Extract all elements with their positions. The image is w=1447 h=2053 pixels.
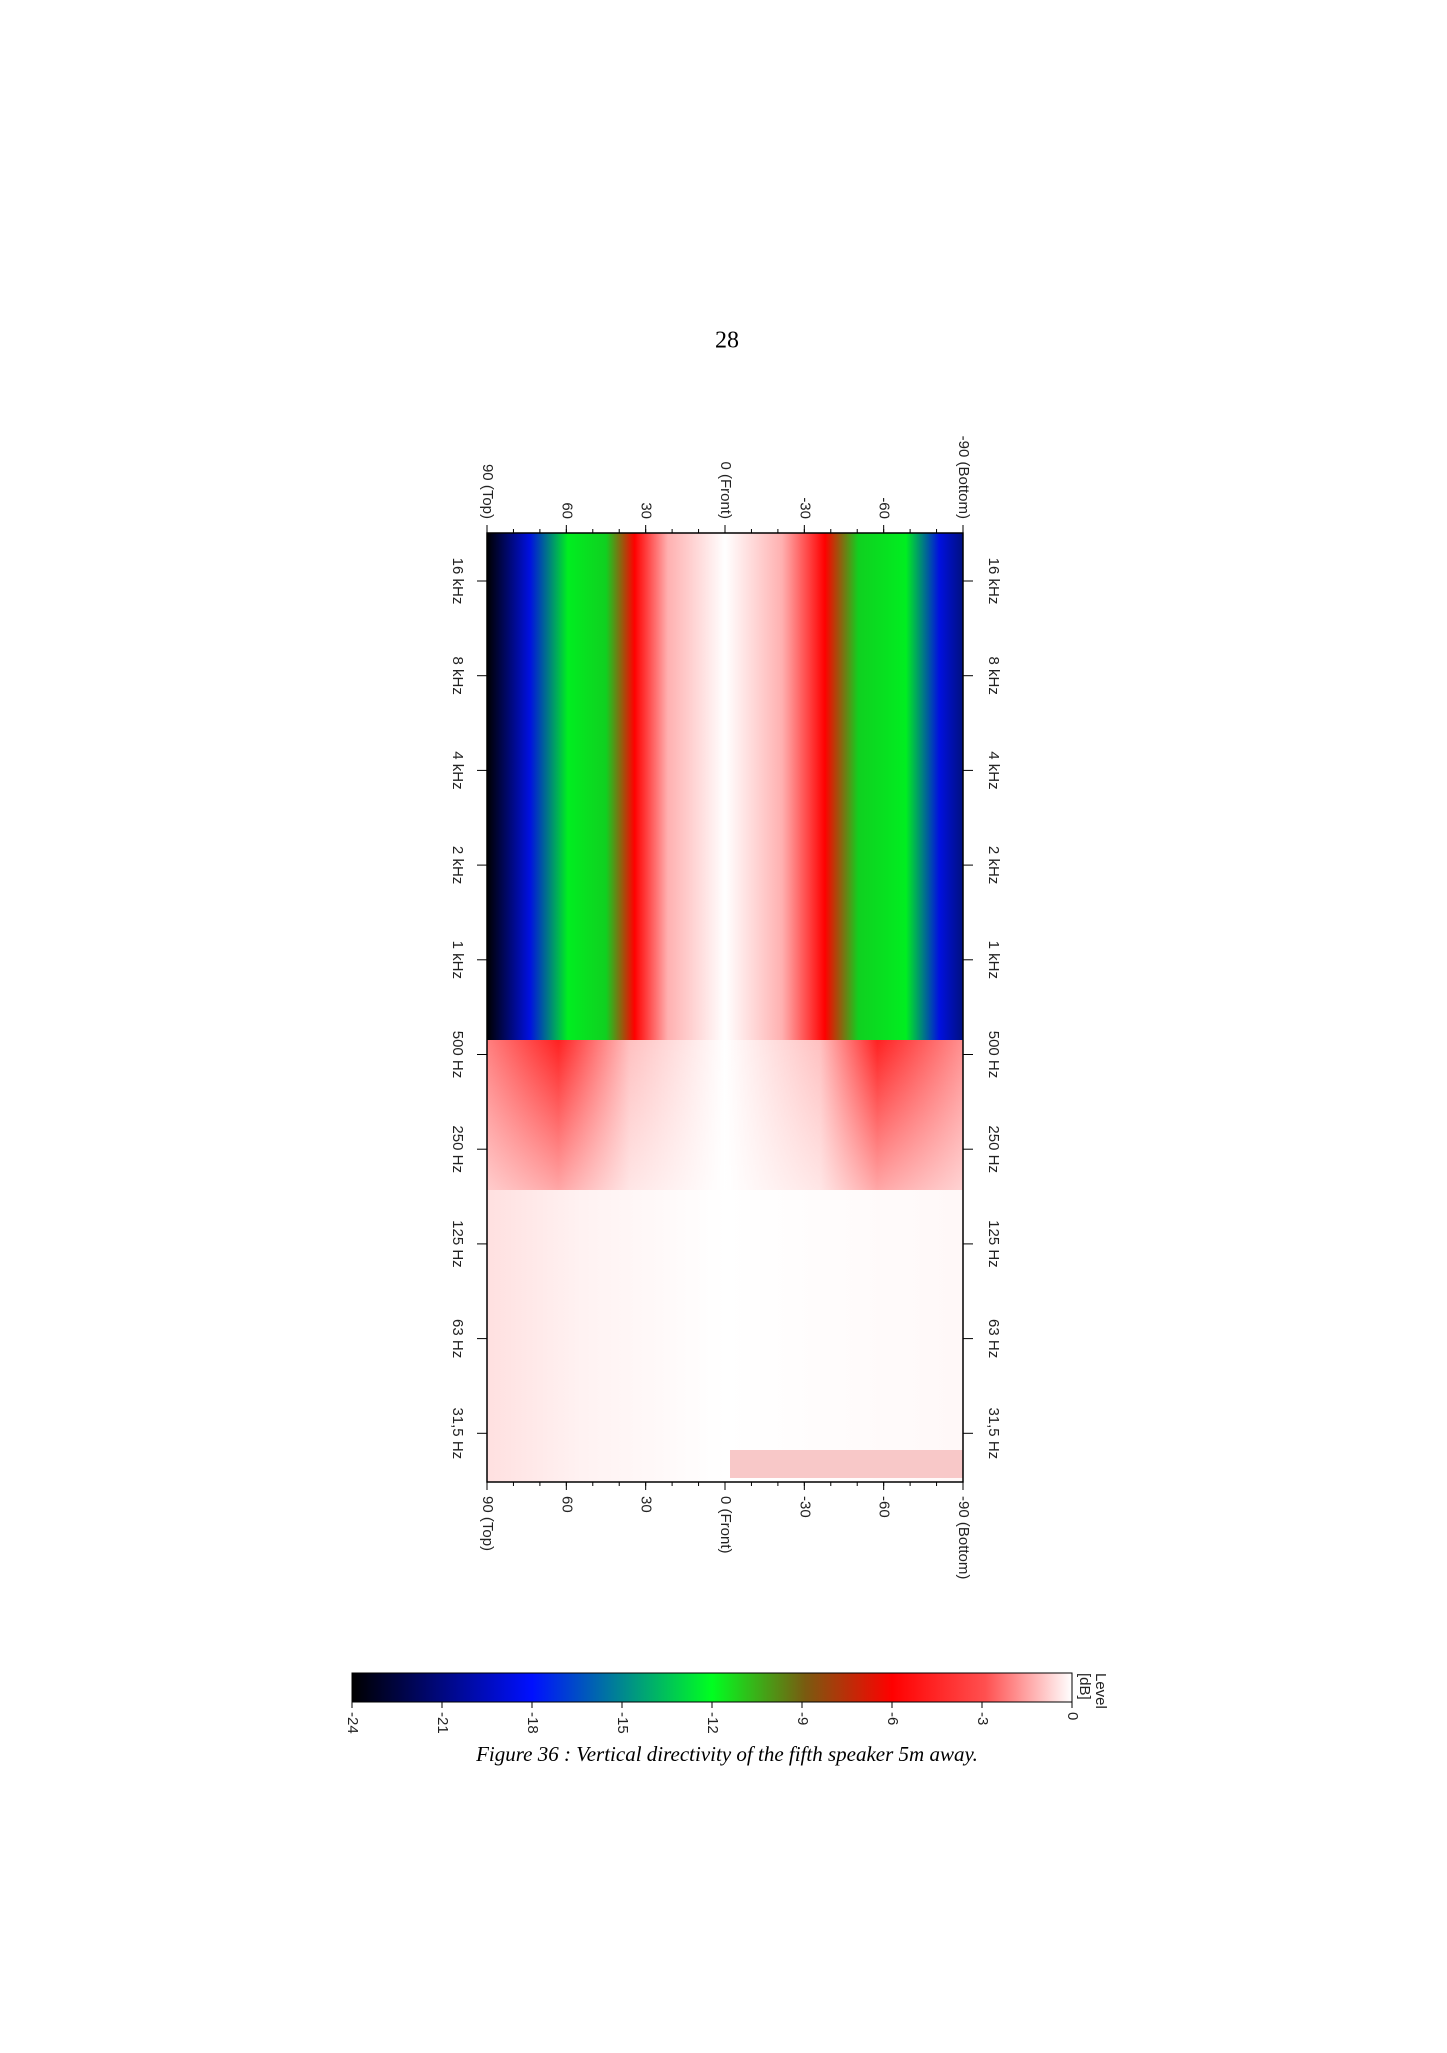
freq-label-right: 16 kHz — [985, 558, 1002, 605]
colorbar-tick-label: -24 — [344, 1712, 361, 1734]
freq-label-left: 125 Hz — [449, 1220, 466, 1268]
colorbar-tick-label: -12 — [704, 1712, 721, 1734]
freq-label-right: 4 kHz — [985, 751, 1002, 789]
freq-label-left: 31,5 Hz — [449, 1407, 466, 1459]
heat-strip — [730, 1450, 963, 1478]
colorbar-title: [dB] — [1076, 1673, 1093, 1700]
angle-label-bottom: -30 — [796, 1496, 813, 1518]
colorbar-tick-label: -21 — [434, 1712, 451, 1734]
caption: Figure 36 : Vertical directivity of the … — [475, 1742, 978, 1766]
heatmap — [486, 532, 964, 1483]
angle-label-top: -30 — [796, 497, 813, 519]
freq-label-right: 125 Hz — [985, 1220, 1002, 1268]
colorbar — [351, 1672, 1073, 1703]
heat-fade — [487, 1040, 963, 1190]
angle-label-top: 90 (Top) — [479, 464, 496, 519]
freq-label-left: 63 Hz — [449, 1319, 466, 1358]
colorbar-tick-label: -9 — [794, 1712, 811, 1725]
freq-label-right: 2 kHz — [985, 846, 1002, 884]
angle-label-top: -90 (Bottom) — [955, 436, 972, 519]
angle-label-top: 60 — [558, 502, 575, 519]
angle-label-bottom: -60 — [876, 1496, 893, 1518]
freq-label-right: 250 Hz — [985, 1125, 1002, 1173]
colorbar-tick-label: -6 — [884, 1712, 901, 1725]
freq-label-left: 2 kHz — [449, 846, 466, 884]
freq-label-right: 500 Hz — [985, 1031, 1002, 1079]
colorbar-title: Level — [1092, 1673, 1109, 1709]
freq-label-left: 1 kHz — [449, 941, 466, 979]
heat-low — [487, 1190, 963, 1482]
angle-label-bottom: 30 — [638, 1496, 655, 1513]
angle-label-bottom: -90 (Bottom) — [955, 1496, 972, 1579]
freq-label-left: 250 Hz — [449, 1125, 466, 1173]
colorbar-tick-label: -3 — [974, 1712, 991, 1725]
colorbar-scale — [351, 1672, 1073, 1703]
freq-label-right: 8 kHz — [985, 657, 1002, 695]
heat-high — [487, 533, 963, 1053]
freq-label-left: 8 kHz — [449, 657, 466, 695]
angle-label-bottom: 60 — [558, 1496, 575, 1513]
freq-label-right: 1 kHz — [985, 941, 1002, 979]
freq-label-left: 4 kHz — [449, 751, 466, 789]
colorbar-tick-label: -18 — [524, 1712, 541, 1734]
freq-label-left: 16 kHz — [449, 558, 466, 605]
colorbar-tick-label: 0 — [1064, 1712, 1081, 1720]
freq-label-right: 63 Hz — [985, 1319, 1002, 1358]
angle-label-bottom: 0 (Front) — [717, 1496, 734, 1554]
freq-label-right: 31,5 Hz — [985, 1407, 1002, 1459]
angle-label-bottom: 90 (Top) — [479, 1496, 496, 1551]
colorbar-tick-label: -15 — [614, 1712, 631, 1734]
freq-label-left: 500 Hz — [449, 1031, 466, 1079]
angle-label-top: -60 — [876, 497, 893, 519]
page-number: 28 — [715, 328, 739, 354]
angle-label-top: 0 (Front) — [717, 461, 734, 519]
angle-label-top: 30 — [638, 502, 655, 519]
